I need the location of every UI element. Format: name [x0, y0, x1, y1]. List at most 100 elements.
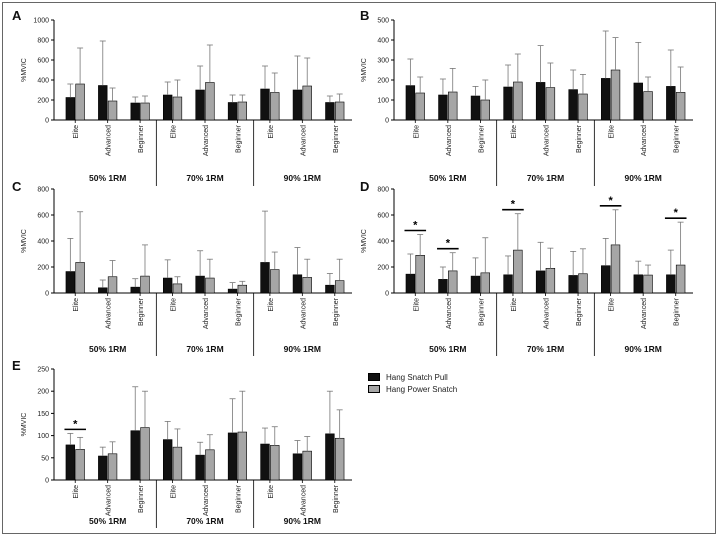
legend-label-hang-power-snatch: Hang Power Snatch [386, 384, 458, 394]
category-label: Elite [268, 298, 275, 312]
category-label: Advanced [446, 298, 453, 329]
bar-hang-snatch-pull [195, 454, 205, 481]
category-label: Advanced [106, 125, 113, 156]
group-label: 90% 1RM [284, 344, 321, 354]
bar-hang-power-snatch [75, 262, 85, 294]
bar-hang-power-snatch [75, 83, 85, 121]
significance-marker: * [73, 418, 78, 430]
bar-hang-snatch-pull [325, 433, 335, 481]
panel-letter-a: A [12, 8, 22, 23]
category-label: Elite [171, 125, 178, 139]
y-tick-label: 0 [385, 118, 389, 125]
bar-hang-snatch-pull [601, 78, 611, 121]
category-label: Advanced [300, 125, 307, 156]
y-tick-label: 100 [377, 98, 389, 105]
category-label: Advanced [446, 125, 453, 156]
legend-swatch-hang-power-snatch [368, 385, 380, 393]
bar-hang-power-snatch [545, 87, 556, 121]
bar-hang-snatch-pull [130, 286, 140, 294]
bar-hang-power-snatch [302, 450, 312, 481]
bar-hang-power-snatch [172, 96, 183, 121]
category-label: Elite [609, 298, 616, 312]
legend: Hang Snatch Pull Hang Power Snatch [368, 371, 457, 395]
bar-hang-power-snatch [578, 273, 588, 294]
group-label: 70% 1RM [527, 173, 564, 183]
bar-hang-power-snatch [643, 274, 653, 294]
bar-hang-snatch-pull [325, 102, 335, 121]
bar-hang-snatch-pull [98, 85, 108, 121]
y-tick-label: 400 [377, 38, 389, 45]
bar-hang-snatch-pull [162, 94, 173, 121]
category-label: Elite [609, 125, 616, 139]
significance-marker: * [608, 195, 613, 207]
group-label: 70% 1RM [186, 173, 223, 183]
bar-hang-power-snatch [545, 267, 556, 294]
group-label: 70% 1RM [186, 344, 223, 354]
panel-letter-c: C [12, 179, 22, 194]
category-label: Elite [511, 298, 518, 312]
y-tick-label: 400 [37, 239, 49, 246]
y-axis-label: %MVIC [361, 229, 368, 253]
panel-letter-b: B [360, 8, 369, 23]
bar-hang-snatch-pull [162, 277, 173, 294]
category-label: Elite [511, 125, 518, 139]
bar-hang-power-snatch [270, 92, 280, 121]
bar-hang-power-snatch [140, 275, 150, 294]
bar-hang-power-snatch [334, 437, 345, 481]
category-label: Advanced [300, 485, 307, 516]
y-tick-label: 0 [45, 291, 49, 298]
category-label: Beginner [674, 124, 681, 153]
bar-hang-power-snatch [334, 101, 345, 121]
bar-hang-snatch-pull [130, 102, 140, 121]
bar-hang-power-snatch [140, 427, 150, 481]
y-tick-label: 400 [37, 78, 49, 85]
y-tick-label: 600 [37, 213, 49, 220]
panel-c: C 0 200 400 600 800 %MVIC Elite Advanced Beginner… [12, 179, 352, 356]
y-tick-label: 400 [377, 239, 389, 246]
bar-hang-power-snatch [140, 102, 150, 121]
bar-hang-power-snatch [107, 100, 118, 121]
bar-hang-power-snatch [302, 85, 312, 121]
bar-hang-snatch-pull [65, 271, 76, 294]
y-tick-label: 1000 [33, 18, 49, 25]
category-label: Advanced [544, 125, 551, 156]
y-tick-label: 500 [377, 18, 389, 25]
panel-e: E 0 50 100 150 200 250 %MVIC Elite Advanced Beginn… [12, 358, 352, 528]
bar-hang-snatch-pull [195, 275, 205, 294]
panel-letter-e: E [12, 358, 21, 373]
significance-marker: * [674, 207, 679, 219]
category-label: Elite [73, 485, 80, 499]
bar-hang-power-snatch [675, 264, 686, 294]
significance-marker: * [446, 238, 451, 250]
category-label: Advanced [203, 125, 210, 156]
bar-hang-power-snatch [237, 101, 248, 121]
y-axis-label: %MVIC [21, 58, 28, 82]
bar-hang-power-snatch [75, 449, 85, 481]
bar-hang-snatch-pull [535, 82, 546, 121]
y-tick-label: 0 [385, 291, 389, 298]
group-label: 50% 1RM [89, 516, 126, 526]
bar-hang-snatch-pull [292, 453, 303, 481]
category-label: Advanced [106, 298, 113, 329]
bar-hang-power-snatch [643, 91, 653, 121]
bar-hang-snatch-pull [633, 274, 643, 294]
category-label: Elite [413, 125, 420, 139]
bar-hang-snatch-pull [405, 85, 416, 121]
bar-hang-snatch-pull [162, 439, 173, 481]
category-label: Elite [268, 485, 275, 499]
category-label: Beginner [333, 484, 340, 513]
bar-hang-power-snatch [578, 93, 588, 121]
bar-hang-power-snatch [480, 272, 490, 294]
category-label: Beginner [235, 297, 242, 326]
category-label: Beginner [478, 124, 485, 153]
bar-hang-snatch-pull [65, 97, 76, 121]
bar-hang-snatch-pull [260, 262, 270, 294]
bar-hang-snatch-pull [666, 86, 676, 121]
category-label: Beginner [333, 124, 340, 153]
category-label: Elite [268, 125, 275, 139]
bar-hang-snatch-pull [260, 88, 270, 121]
bar-hang-snatch-pull [260, 443, 270, 481]
category-label: Beginner [576, 297, 583, 326]
y-tick-label: 100 [37, 433, 49, 440]
